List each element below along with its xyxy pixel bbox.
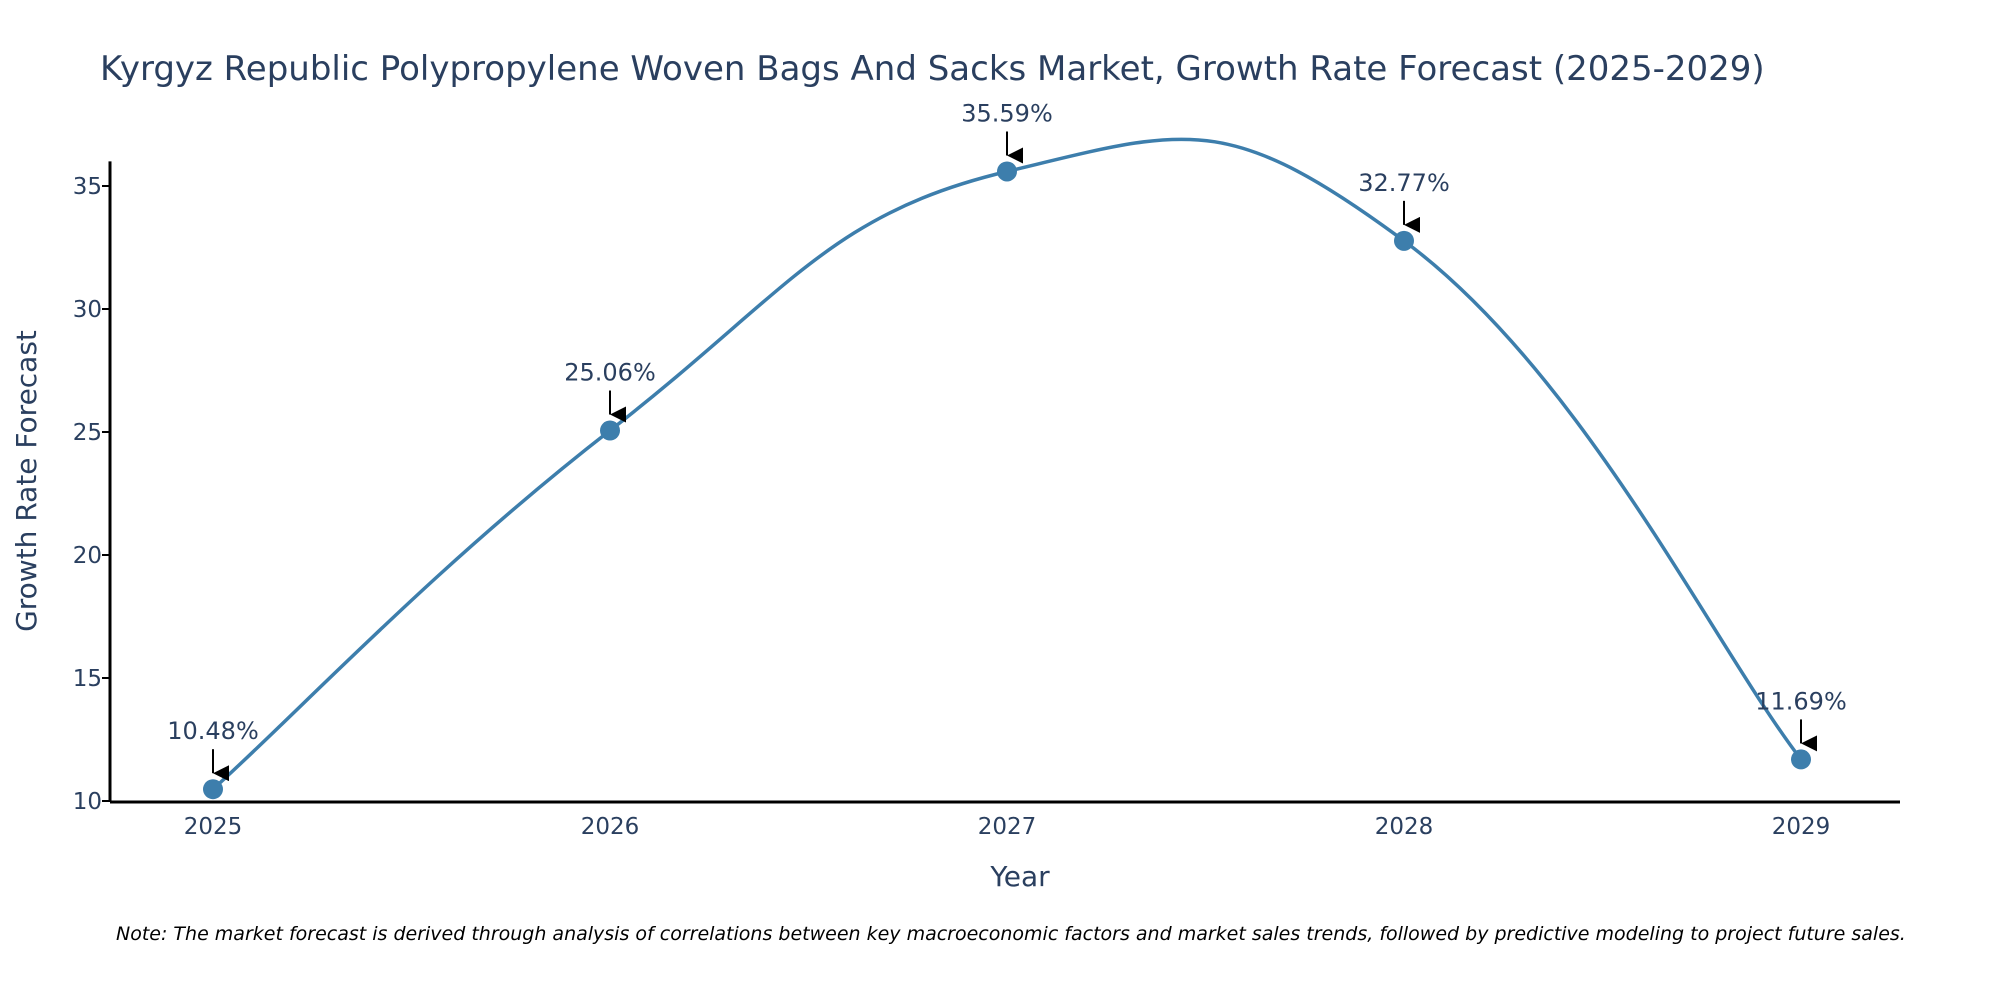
x-tick-label: 2029 — [1772, 814, 1831, 840]
y-tick-label: 30 — [73, 297, 102, 323]
series-line — [211, 137, 1803, 791]
y-tick-label: 15 — [73, 666, 102, 692]
x-tick-label: 2025 — [184, 814, 243, 840]
data-label: 32.77% — [1358, 169, 1450, 197]
y-axis-title: Growth Rate Forecast — [10, 330, 43, 632]
y-tick-label: 20 — [73, 543, 102, 569]
data-label: 25.06% — [564, 359, 656, 387]
x-axis-title: Year — [989, 860, 1050, 893]
data-point — [1394, 230, 1414, 251]
x-tick-label: 2027 — [978, 814, 1037, 840]
y-tick-label: 25 — [73, 420, 102, 446]
data-point — [1791, 749, 1811, 770]
x-tick-label: 2026 — [581, 814, 640, 840]
data-point — [203, 779, 223, 800]
data-label: 11.69% — [1755, 687, 1847, 715]
data-label: 35.59% — [961, 99, 1053, 127]
data-point — [600, 420, 620, 441]
chart-title: Kyrgyz Republic Polypropylene Woven Bags… — [100, 49, 1765, 89]
y-tick-label: 10 — [73, 789, 102, 815]
data-label: 10.48% — [167, 717, 259, 745]
footnote: Note: The market forecast is derived thr… — [116, 923, 1906, 945]
y-tick-label: 35 — [73, 174, 102, 200]
data-point — [997, 161, 1017, 182]
x-tick-label: 2028 — [1375, 814, 1434, 840]
